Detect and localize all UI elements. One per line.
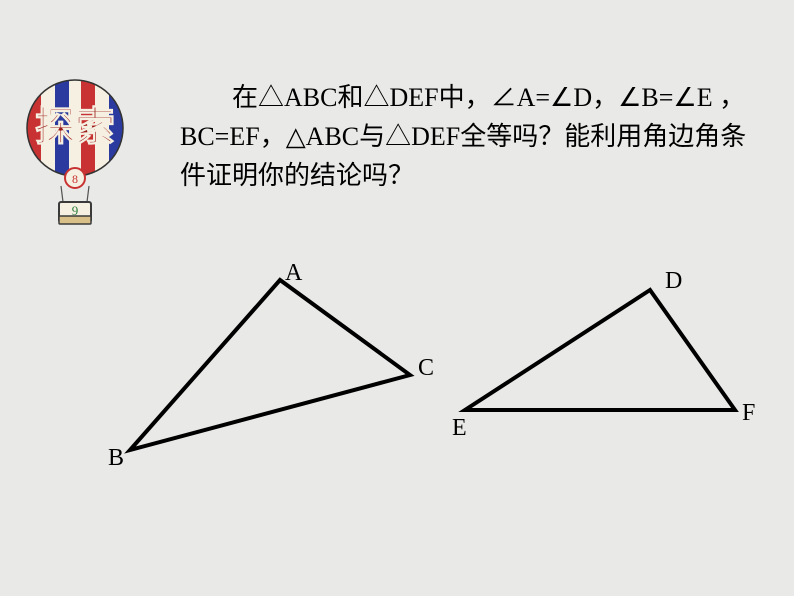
label-f: F [742, 400, 755, 427]
slide: 探索 8 9 在△ABC和△DEF中，∠A=∠D，∠B=∠E ，BC=EF，△A… [0, 0, 794, 596]
label-e: E [452, 415, 467, 442]
triangle-def [465, 290, 735, 410]
label-c: C [418, 355, 434, 382]
problem-body: 在△ABC和△DEF中，∠A=∠D，∠B=∠E ，BC=EF，△ABC与△DEF… [180, 83, 746, 190]
problem-text: 在△ABC和△DEF中，∠A=∠D，∠B=∠E ，BC=EF，△ABC与△DEF… [180, 78, 760, 195]
triangle-abc [130, 280, 410, 450]
balloon-text: 探索 [35, 105, 115, 149]
triangle-diagram: A B C D E F [120, 270, 770, 550]
svg-text:8: 8 [72, 172, 78, 186]
balloon-icon: 探索 8 9 [15, 78, 135, 228]
svg-text:9: 9 [72, 203, 79, 218]
label-a: A [285, 260, 302, 287]
label-b: B [108, 445, 124, 472]
label-d: D [665, 268, 682, 295]
